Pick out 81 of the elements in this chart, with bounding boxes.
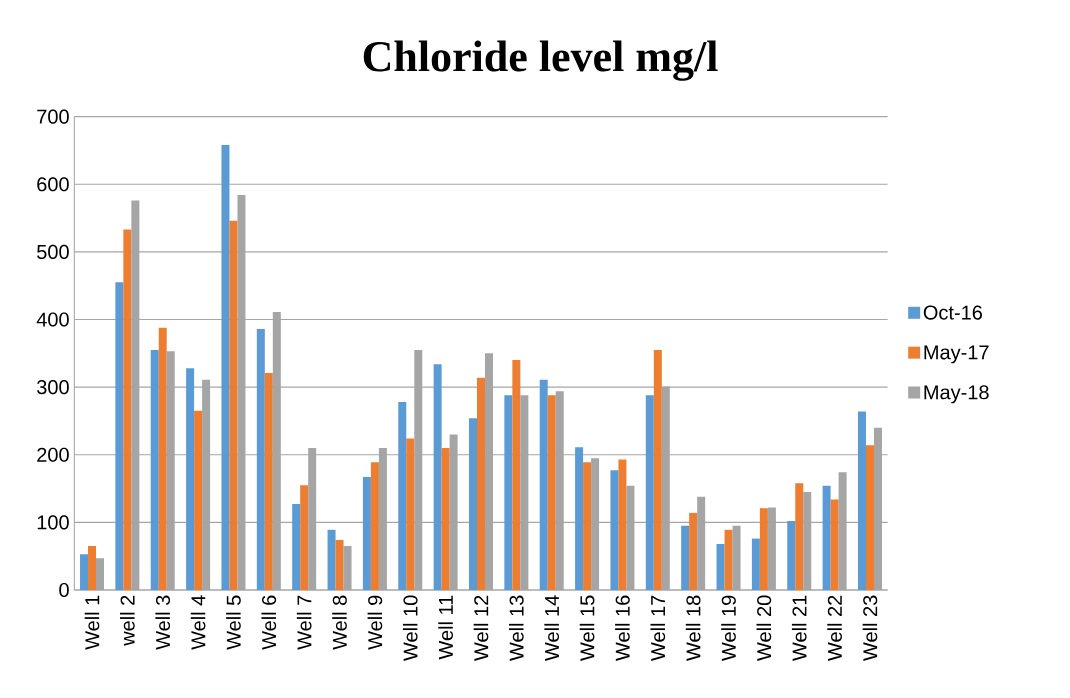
y-tick-label: 0 (59, 582, 69, 598)
bar (441, 447, 450, 590)
bar (80, 554, 89, 590)
bar (115, 282, 124, 590)
x-tick-label: Well 11 (438, 595, 453, 660)
bar (653, 349, 662, 590)
bar (335, 539, 344, 590)
x-tick-label: Well 9 (367, 595, 383, 650)
x-tick-label: Well 10 (402, 595, 418, 661)
legend-label: May-18 (924, 385, 989, 404)
bar (795, 483, 804, 590)
bar (865, 445, 874, 590)
x-tick-label: Well 15 (579, 595, 595, 661)
x-tick-label: Well 7 (296, 595, 312, 650)
x-tick-label: Well 21 (791, 595, 807, 661)
bar (229, 220, 238, 590)
x-tick-label: Well 5 (226, 595, 241, 650)
bar (504, 395, 513, 590)
x-tick-label: Well 19 (721, 595, 736, 661)
x-tick-label: Well 22 (827, 595, 842, 661)
legend-label: Oct-16 (923, 305, 983, 320)
bar (575, 447, 584, 590)
bar (681, 525, 690, 590)
bar (539, 379, 548, 590)
bar (370, 462, 379, 590)
bar (583, 462, 592, 590)
y-tick-label: 600 (37, 177, 69, 192)
bar (476, 377, 485, 590)
bar (724, 529, 733, 590)
bar (300, 485, 309, 590)
bar (221, 145, 230, 590)
bar (751, 538, 760, 590)
bar (158, 327, 167, 590)
x-tick-label: Well 16 (615, 595, 630, 661)
y-tick-label: 700 (37, 109, 69, 124)
bar (406, 438, 415, 590)
bar (610, 470, 619, 590)
bar (547, 395, 556, 590)
x-tick-label: Well 23 (862, 595, 878, 661)
y-tick-label: 400 (36, 312, 69, 327)
x-tick-label: Well 14 (544, 595, 560, 661)
bar (292, 504, 301, 590)
bar (123, 229, 132, 590)
x-tick-label: Well 17 (650, 595, 666, 661)
bar (264, 372, 273, 590)
y-tick-label: 300 (37, 380, 69, 395)
bar (787, 521, 796, 590)
bar (618, 459, 627, 590)
bar (256, 328, 265, 590)
bar (645, 395, 654, 590)
x-tick-label: Well 13 (509, 595, 524, 661)
x-tick-label: Well 8 (332, 595, 347, 650)
bar (150, 349, 159, 590)
bar (88, 546, 97, 590)
x-tick-label: Well 4 (190, 595, 206, 650)
bar (830, 499, 839, 590)
x-tick-label: Well 6 (261, 595, 277, 650)
x-tick-label: Well 12 (473, 595, 489, 661)
bar (689, 512, 698, 590)
x-tick-label: Well 3 (155, 595, 171, 650)
y-tick-label: 100 (37, 515, 69, 530)
bar (362, 477, 371, 590)
chart-title: Chloride level mg/l (363, 40, 718, 81)
bar (398, 402, 407, 590)
bar (512, 360, 521, 590)
y-tick-label: 500 (37, 244, 69, 259)
x-tick-label: Well 1 (84, 595, 100, 650)
bar (857, 411, 866, 590)
x-tick-label: Well 20 (756, 595, 772, 661)
y-tick-label: 200 (37, 447, 69, 462)
bar (468, 418, 477, 590)
x-tick-label: Well 18 (685, 595, 701, 661)
bar (433, 364, 442, 590)
legend-label: May-17 (924, 345, 989, 364)
bar (186, 368, 195, 590)
x-tick-label: well 2 (120, 595, 135, 646)
bar (822, 485, 831, 590)
bar (327, 529, 336, 590)
bar (716, 544, 725, 590)
bar (194, 410, 203, 590)
bar (759, 508, 768, 590)
